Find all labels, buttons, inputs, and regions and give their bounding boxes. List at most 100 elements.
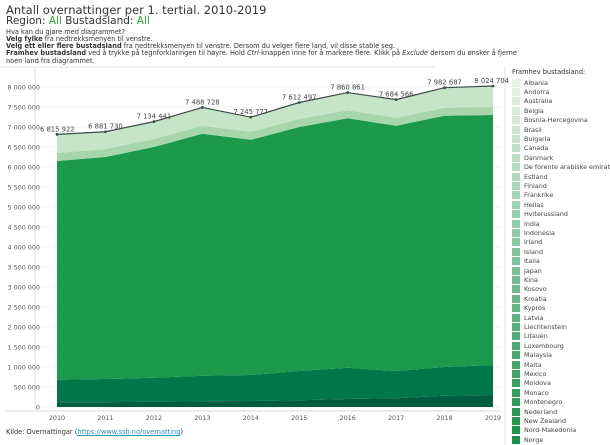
help-text: fra nedtrekksmenyen til venstre. (42, 35, 153, 43)
y-tick-label: 7 500 000 (7, 103, 40, 111)
legend-item[interactable]: Indonesia (512, 228, 555, 237)
area-layer-4[interactable] (57, 86, 493, 153)
legend-item[interactable]: De forente arabiske emirater (512, 163, 610, 172)
legend-swatch (512, 257, 520, 266)
legend-item[interactable]: Estland (512, 172, 548, 181)
help-bold: Framhev bustadsland (6, 49, 87, 57)
legend-swatch (512, 125, 520, 134)
total-point (443, 86, 446, 90)
legend-item[interactable]: India (512, 219, 540, 228)
legend-label: Frankrike (524, 191, 554, 200)
legend-label: Kosovo (524, 285, 547, 294)
legend-item[interactable]: Malaysia (512, 351, 552, 360)
legend-item[interactable]: Albania (512, 78, 548, 87)
total-point (346, 91, 350, 94)
legend-label: Nord-Makedonia (524, 426, 577, 435)
help-line-fylke: Velg fylke fra nedtrekksmenyen til venst… (6, 35, 153, 43)
legend-item[interactable]: Finland (512, 181, 547, 190)
legend-label: Indonesia (524, 228, 555, 237)
y-tick-label: 1 500 000 (7, 343, 40, 351)
y-tick-label: 500 000 (14, 383, 40, 391)
area-layer-2[interactable] (57, 115, 493, 380)
legend-item[interactable]: Luxembourg (512, 341, 564, 350)
x-tick-label: 2011 (97, 414, 113, 422)
area-layer-0[interactable] (57, 395, 493, 407)
help-heading: Hva kan du gjøre med diagrammet? (6, 28, 125, 36)
legend-swatch (512, 313, 520, 322)
legend-label: Luxembourg (524, 341, 564, 350)
legend-swatch (512, 116, 520, 125)
legend-item[interactable]: Kypros (512, 304, 545, 313)
help-line-bustadsland: Velg ett eller flere bustadsland fra ned… (6, 42, 395, 50)
legend-swatch (512, 369, 520, 378)
legend-label: Finland (524, 181, 547, 190)
area-layers[interactable] (57, 86, 493, 407)
legend-item[interactable]: Montenegro (512, 398, 562, 407)
legend-item[interactable]: Irland (512, 238, 542, 247)
legend-label: Danmark (524, 153, 554, 162)
y-tick-label: 2 500 000 (7, 303, 40, 311)
legend-item[interactable]: New Zealand (512, 416, 566, 425)
legend-item[interactable]: Mexico (512, 369, 546, 378)
total-line: 6 815 922 6 881 730 7 134 441 7 488 728 7 24… (40, 77, 509, 136)
source-link[interactable]: https://www.ssb.no/overnatting (77, 428, 181, 436)
legend-item[interactable]: Hellas (512, 200, 544, 209)
legend-item[interactable]: Litauen (512, 332, 548, 341)
legend-item[interactable]: Liechtenstein (512, 322, 567, 331)
legend-swatch (512, 266, 520, 275)
legend-item[interactable]: Belgia (512, 106, 544, 115)
legend-swatch (512, 219, 520, 228)
region-value: All (48, 15, 62, 27)
legend-item[interactable]: Nederland (512, 407, 557, 416)
area-layer-1[interactable] (57, 365, 493, 403)
legend-swatch (512, 78, 520, 87)
total-point (297, 101, 301, 104)
legend-item[interactable]: Latvia (512, 313, 543, 322)
legend-item[interactable]: Australia (512, 97, 552, 106)
legend-swatch (512, 97, 520, 106)
legend-item[interactable]: Monaco (512, 388, 549, 397)
legend-label: Monaco (524, 388, 549, 397)
y-axis-ticks: 0 500 000 1 000 000 1 500 000 2 000 000 2 500… (7, 83, 40, 411)
legend-title: Framhev bustadsland: (512, 68, 586, 76)
legend-swatch (512, 172, 520, 181)
legend-label: Bosnia-Hercegovina (524, 116, 588, 125)
legend-item[interactable]: Danmark (512, 153, 553, 162)
legend-item[interactable]: Bosnia-Hercegovina (512, 116, 588, 125)
country-value: All (136, 15, 150, 27)
legend-item[interactable]: Kina (512, 275, 538, 284)
legend-item[interactable]: Kroatia (512, 294, 547, 303)
legend-label: Hellas (524, 200, 544, 209)
legend-swatch (512, 153, 520, 162)
source-label: Kilde: Overnattingar ( (6, 428, 78, 436)
chart-title: Antall overnattinger per 1. tertial. 201… (6, 3, 267, 17)
legend-item[interactable]: Island (512, 247, 543, 256)
region-label: Region: (6, 15, 46, 27)
legend-item[interactable]: Malta (512, 360, 542, 369)
legend-swatch (512, 134, 520, 143)
legend-label: Brasil (524, 125, 542, 134)
legend-item[interactable]: Brasil (512, 125, 542, 134)
total-data-label: 8 024 704 (474, 77, 509, 85)
legend-item[interactable]: Norge (512, 435, 543, 444)
legend-item[interactable]: Andorra (512, 87, 549, 96)
legend-swatch (512, 341, 520, 350)
legend-item[interactable]: Frankrike (512, 191, 553, 200)
legend-swatch (512, 87, 520, 96)
legend-label: Belgia (524, 106, 544, 115)
legend-item[interactable]: Nord-Makedonia (512, 426, 576, 435)
area-layer-3[interactable] (57, 107, 493, 161)
legend-swatch (512, 332, 520, 341)
help-bold: Velg fylke (6, 35, 43, 43)
legend-item[interactable]: Japan (512, 266, 542, 275)
legend-item[interactable]: Hviterussland (512, 210, 568, 219)
total-line-path (56, 85, 494, 135)
y-tick-label: 0 (36, 403, 40, 411)
legend-item[interactable]: Italia (512, 257, 540, 266)
legend-swatch (512, 426, 520, 435)
legend-item[interactable]: Moldova (512, 379, 551, 388)
legend-item[interactable]: Bulgaria (512, 134, 551, 143)
x-tick-label: 2019 (485, 414, 501, 422)
legend-item[interactable]: Canada (512, 144, 548, 153)
legend-item[interactable]: Kosovo (512, 285, 547, 294)
